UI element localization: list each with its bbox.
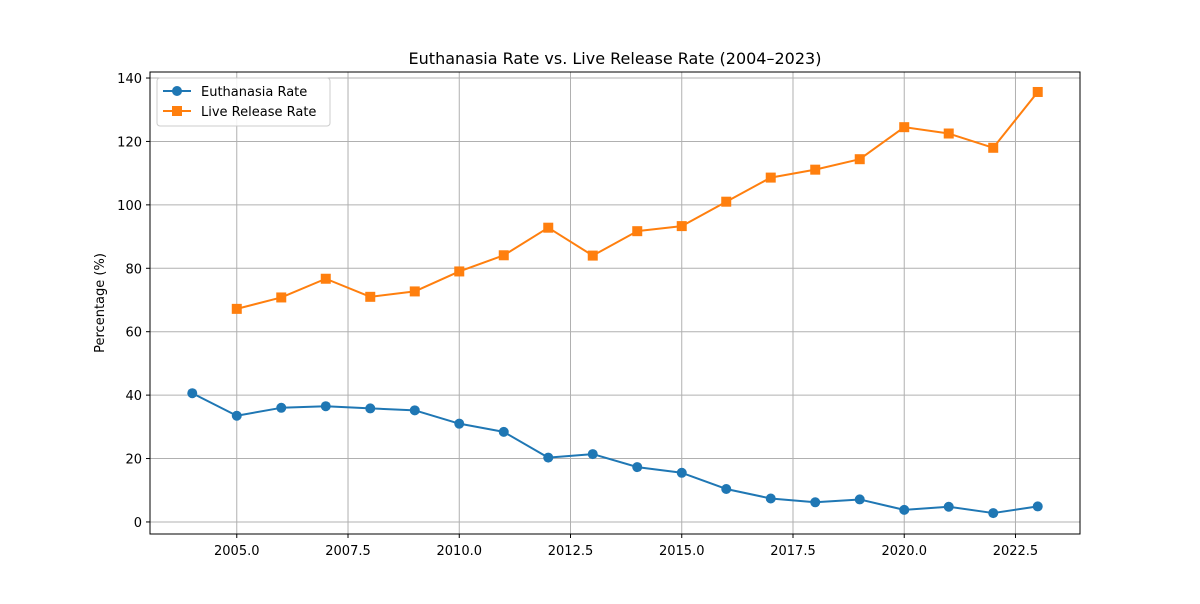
euthanasia-rate-point	[365, 403, 376, 414]
live-release-rate-point	[587, 250, 598, 261]
axes-frame	[149, 71, 1081, 535]
euthanasia-rate-point	[854, 494, 865, 505]
euthanasia-rate-point	[276, 402, 287, 413]
legend-item-live-release-rate: Live Release Rate	[163, 105, 316, 120]
y-tick-label: 120	[117, 135, 142, 150]
euthanasia-rate-point	[543, 452, 554, 463]
live-release-rate-point	[543, 222, 554, 233]
euthanasia-rate-point	[1032, 501, 1043, 512]
x-tick-label: 2022.5	[993, 544, 1039, 559]
euthanasia-rate-point	[587, 449, 598, 460]
euthanasia-rate-point	[409, 405, 420, 416]
euthanasia-rate-point	[810, 497, 821, 508]
y-tick-label: 40	[125, 389, 142, 404]
live-release-rate-point	[276, 292, 287, 303]
euthanasia-rate-point	[231, 410, 242, 421]
live-release-rate-point	[676, 221, 687, 232]
euthanasia-rate-point	[632, 462, 643, 473]
series-live-release-rate	[231, 86, 1043, 314]
euthanasia-rate-point	[320, 401, 331, 412]
y-tick-label: 140	[117, 72, 142, 87]
grid-layer	[150, 72, 1080, 534]
live-release-rate-point	[943, 128, 954, 139]
x-tick-label: 2020.0	[881, 544, 927, 559]
y-axis-label: Percentage (%)	[93, 253, 108, 353]
euthanasia-rate-point	[721, 483, 732, 494]
tick-layer: 2005.0 2007.5 2010.0 2012.5 2015.0 2017.5 2020…	[117, 72, 1038, 559]
live-release-rate-point	[454, 266, 465, 277]
euthanasia-rate-line	[191, 392, 1038, 515]
live-release-rate-point	[498, 250, 509, 261]
live-release-rate-point	[765, 172, 776, 183]
y-tick-label: 20	[125, 453, 142, 468]
live-release-rate-point	[810, 164, 821, 175]
euthanasia-rate-point	[765, 493, 776, 504]
legend-item-euthanasia-rate: Euthanasia Rate	[163, 85, 307, 100]
x-tick-label: 2012.5	[548, 544, 594, 559]
legend: Euthanasia Rate Live Release Rate	[156, 77, 331, 127]
x-tick-label: 2007.5	[325, 544, 371, 559]
chart-title: Euthanasia Rate vs. Live Release Rate (2…	[409, 49, 822, 68]
live-release-rate-point	[409, 286, 420, 297]
euthanasia-rate-point	[676, 467, 687, 478]
legend-label: Euthanasia Rate	[201, 85, 307, 100]
x-tick-label: 2010.0	[437, 544, 483, 559]
legend-label: Live Release Rate	[201, 105, 316, 120]
legend-circle-marker	[172, 86, 182, 96]
euthanasia-rate-point	[454, 418, 465, 429]
euthanasia-rate-point	[988, 508, 999, 519]
euthanasia-rate-point	[899, 504, 910, 515]
live-release-rate-point	[721, 196, 732, 207]
x-tick-label: 2005.0	[214, 544, 260, 559]
live-release-rate-point	[1032, 86, 1043, 97]
live-release-rate-point	[365, 291, 376, 302]
euthanasia-rate-point	[187, 388, 198, 399]
y-tick-label: 100	[117, 199, 142, 214]
live-release-rate-point	[899, 122, 910, 133]
y-tick-label: 60	[125, 326, 142, 341]
euthanasia-rate-point	[498, 426, 509, 437]
series-euthanasia-rate	[187, 388, 1043, 519]
x-tick-label: 2015.0	[659, 544, 705, 559]
series-layer	[187, 86, 1043, 519]
legend-box	[156, 77, 331, 127]
x-tick-label: 2017.5	[770, 544, 816, 559]
live-release-rate-point	[320, 273, 331, 284]
y-tick-label: 0	[134, 516, 142, 531]
live-release-rate-point	[231, 303, 242, 314]
live-release-rate-point	[632, 226, 643, 237]
euthanasia-rate-point	[943, 501, 954, 512]
y-tick-label: 80	[125, 262, 142, 277]
legend-square-marker	[172, 106, 182, 116]
live-release-rate-point	[988, 142, 999, 153]
live-release-rate-point	[854, 154, 865, 165]
